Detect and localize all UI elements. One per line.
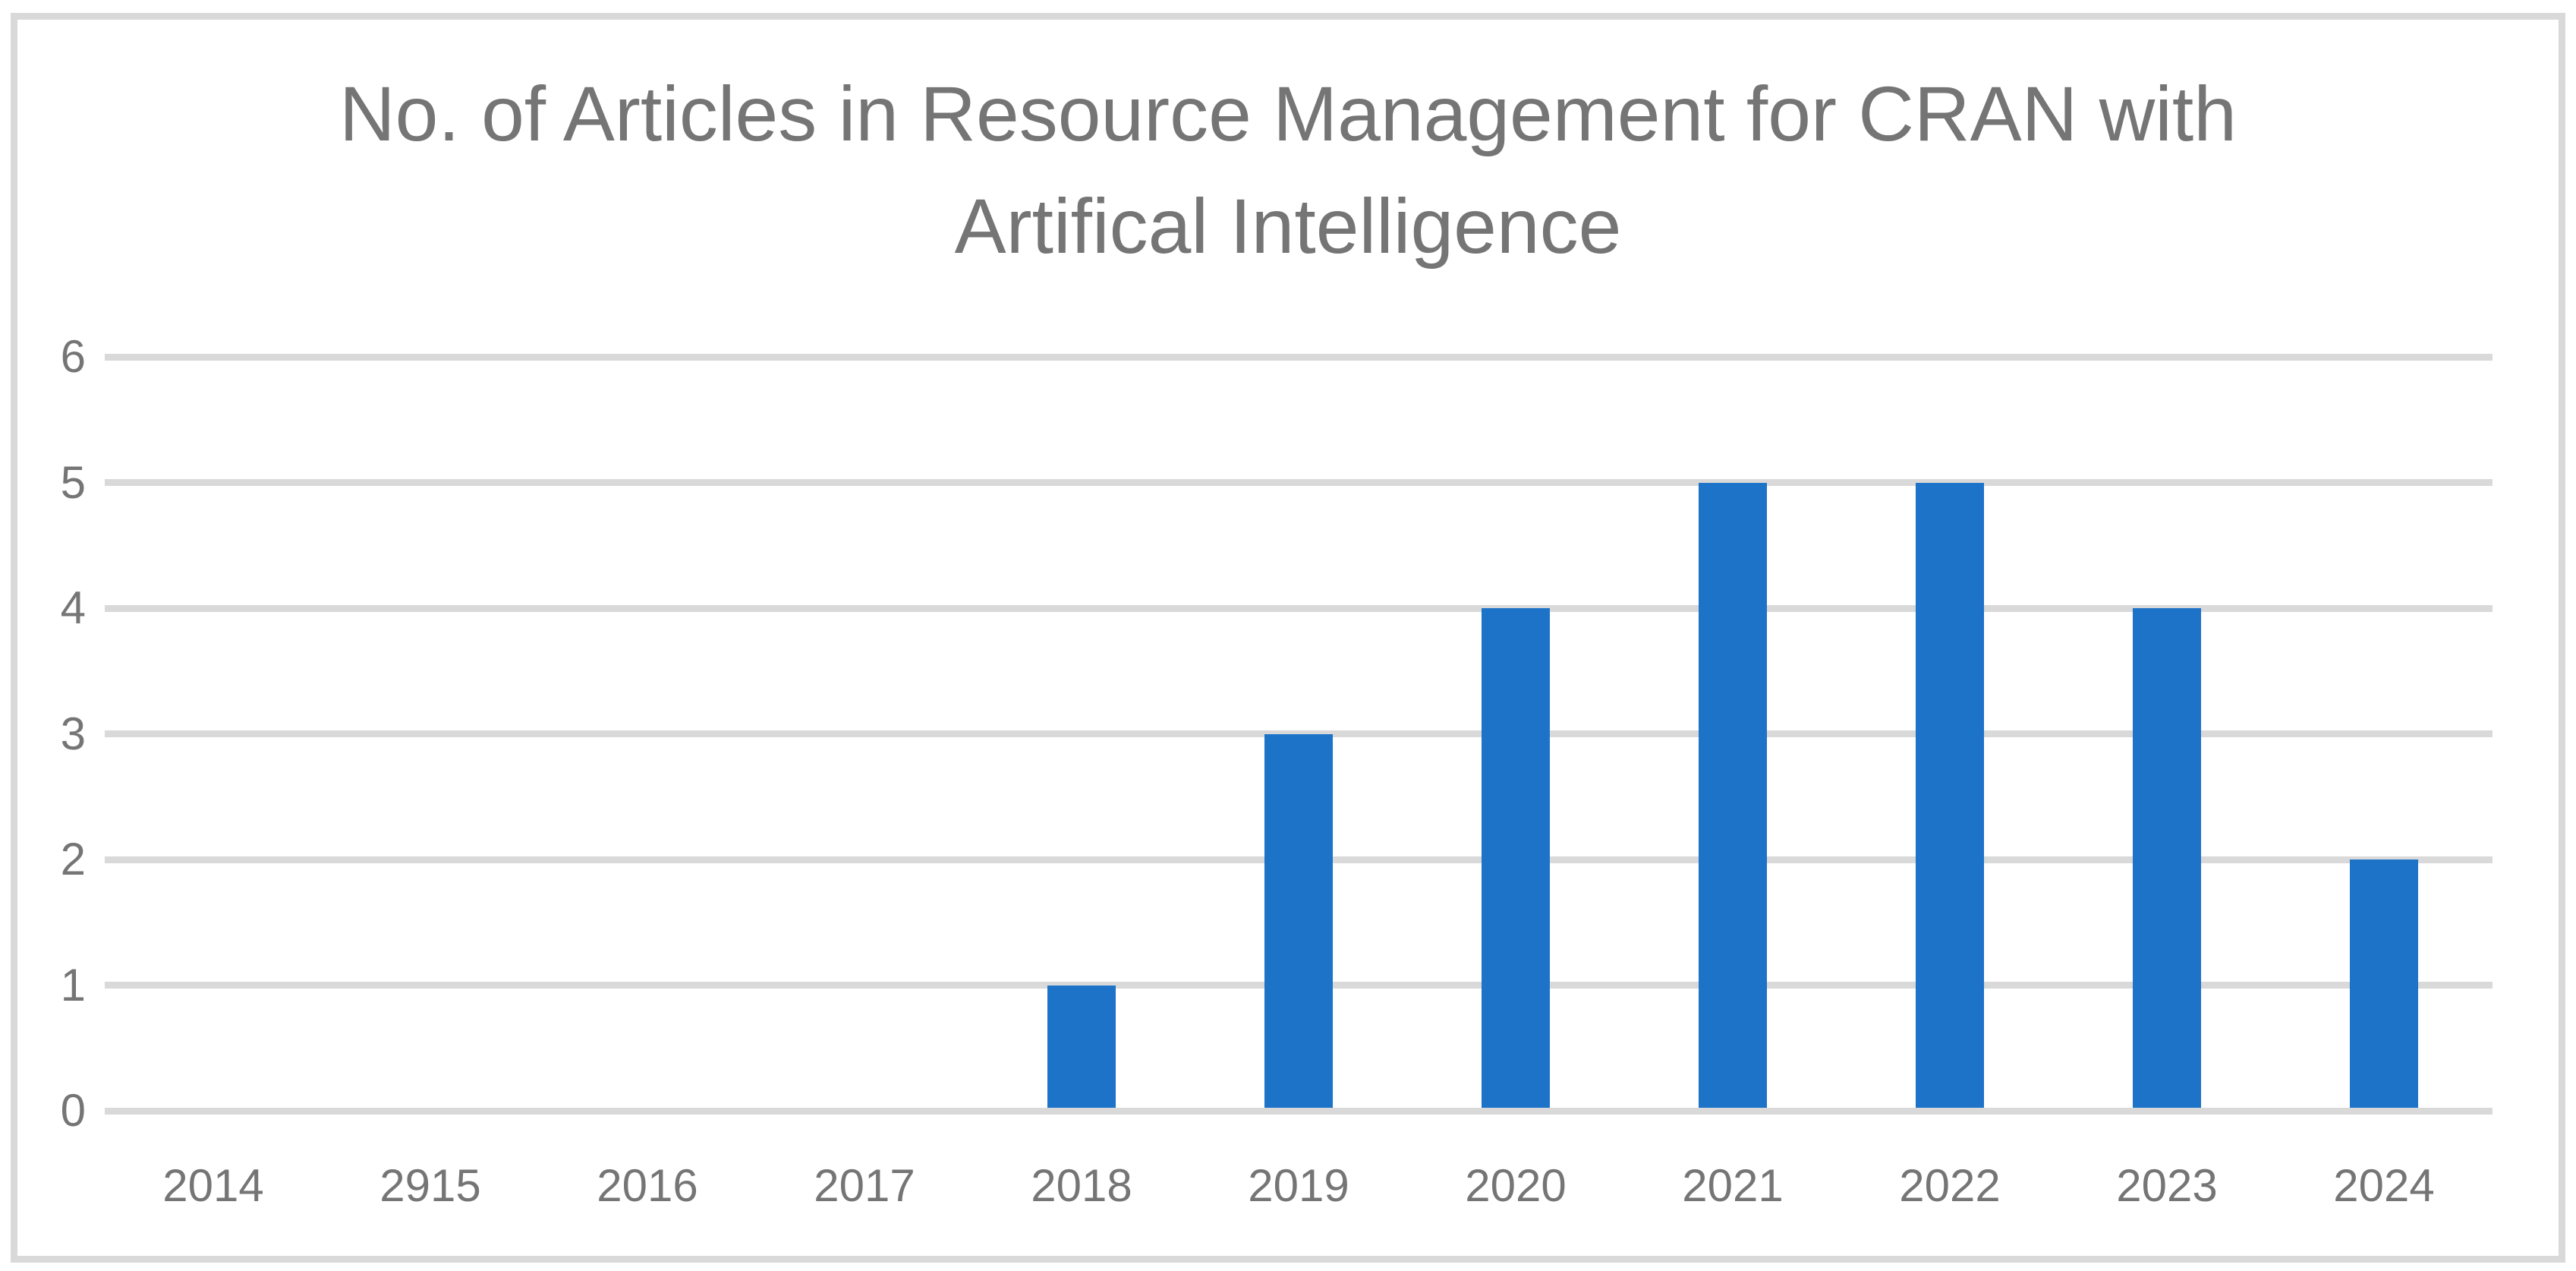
x-tick-label-2019: 2019 xyxy=(1248,1160,1349,1211)
x-axis-labels: 2014 2915 2016 2017 2018 2019 2020 2021 2022 2023… xyxy=(105,1148,2493,1224)
chart-frame: No. of Articles in Resource Management f… xyxy=(11,13,2565,1263)
x-tick-label-2018: 2018 xyxy=(1031,1160,1132,1211)
x-tick-label-2016: 2016 xyxy=(597,1160,698,1211)
plot-area xyxy=(105,353,2493,1115)
y-tick-label-3: 3 xyxy=(60,708,86,759)
bar-2022 xyxy=(1916,482,1984,1108)
x-tick-label-2022: 2022 xyxy=(1899,1160,2001,1211)
bar-2021 xyxy=(1699,482,1767,1108)
y-tick-label-5: 5 xyxy=(60,456,86,508)
bar-2019 xyxy=(1264,733,1333,1108)
gridline-y-5 xyxy=(105,479,2493,486)
x-tick-label-2020: 2020 xyxy=(1465,1160,1567,1211)
x-tick-label-2014: 2014 xyxy=(162,1160,264,1211)
chart-title: No. of Articles in Resource Management f… xyxy=(17,58,2559,282)
y-tick-label-2: 2 xyxy=(60,834,86,885)
gridline-y-0 xyxy=(105,1107,2493,1115)
x-tick-label-2017: 2017 xyxy=(814,1160,915,1211)
y-tick-label-4: 4 xyxy=(60,582,86,633)
y-tick-label-0: 0 xyxy=(60,1085,86,1136)
gridline-y-6 xyxy=(105,353,2493,361)
x-tick-label-2024: 2024 xyxy=(2333,1160,2435,1211)
bar-2023 xyxy=(2133,608,2201,1108)
bar-2020 xyxy=(1482,608,1550,1108)
bar-2018 xyxy=(1047,985,1116,1108)
y-tick-label-1: 1 xyxy=(60,959,86,1011)
y-axis-labels: 0 1 2 3 4 5 6 xyxy=(17,331,86,1136)
bar-2024 xyxy=(2350,859,2418,1108)
gridline-y-4 xyxy=(105,604,2493,612)
y-tick-label-6: 6 xyxy=(60,331,86,382)
x-tick-label-2021: 2021 xyxy=(1682,1160,1784,1211)
chart-title-line-2: Artifical Intelligence xyxy=(954,183,1622,270)
x-tick-label-2915: 2915 xyxy=(379,1160,481,1211)
chart-title-line-1: No. of Articles in Resource Management f… xyxy=(339,71,2237,157)
x-tick-label-2023: 2023 xyxy=(2116,1160,2218,1211)
